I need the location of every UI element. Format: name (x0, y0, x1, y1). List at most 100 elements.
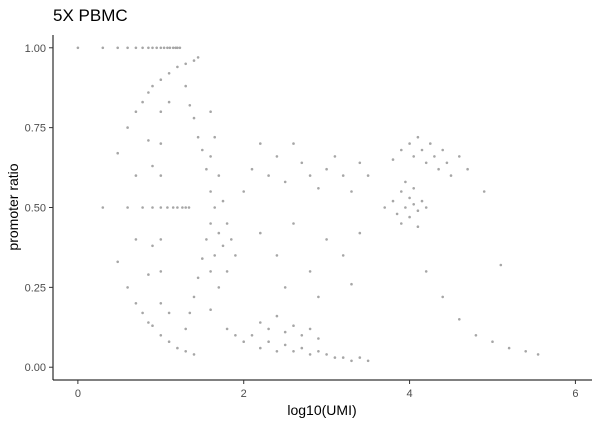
data-point (267, 340, 270, 344)
data-point (230, 238, 233, 241)
data-point (162, 46, 166, 50)
data-point (147, 273, 150, 276)
data-point (188, 104, 192, 107)
data-point (134, 302, 138, 305)
x-tick-label: 4 (407, 388, 413, 400)
data-point (408, 142, 411, 145)
data-point (181, 206, 184, 209)
data-points (76, 46, 540, 363)
data-point (259, 321, 262, 324)
data-point (395, 212, 399, 216)
data-point (366, 359, 370, 363)
data-point (416, 225, 420, 228)
data-point (292, 142, 295, 145)
data-point (308, 174, 312, 177)
data-point (308, 327, 312, 331)
data-point (176, 65, 179, 69)
chart-title: 5X PBMC (53, 6, 128, 25)
data-point (536, 353, 540, 356)
data-point (400, 190, 403, 193)
data-point (292, 324, 295, 328)
data-point (184, 206, 187, 209)
x-tick-label: 2 (241, 388, 247, 400)
data-point (205, 167, 208, 171)
data-point (209, 222, 212, 225)
x-axis-ticks: 0 2 4 6 (75, 380, 578, 400)
data-point (259, 231, 262, 235)
x-tick-label: 0 (75, 388, 81, 400)
data-point (134, 110, 138, 113)
data-point (441, 148, 445, 152)
data-point (474, 334, 478, 337)
y-tick-label: 0.75 (25, 123, 46, 135)
data-point (166, 46, 169, 50)
data-point (141, 311, 144, 315)
data-point (167, 72, 171, 75)
data-point (187, 206, 191, 209)
data-point (166, 206, 169, 209)
data-point (317, 337, 320, 340)
data-point (159, 174, 163, 177)
data-point (366, 174, 370, 177)
data-point (341, 356, 345, 359)
data-point (259, 346, 262, 350)
data-point (350, 190, 353, 193)
data-point (400, 148, 403, 152)
data-point (482, 190, 486, 193)
data-point (126, 46, 129, 50)
data-point (275, 254, 279, 257)
data-point (225, 327, 229, 331)
data-point (192, 295, 196, 299)
data-point (101, 206, 105, 209)
data-point (404, 206, 407, 209)
y-tick-label: 0.25 (25, 282, 46, 294)
data-point (317, 295, 320, 299)
data-point (134, 238, 138, 241)
data-point (209, 190, 212, 193)
data-point (141, 100, 144, 104)
data-point (213, 206, 216, 209)
data-point (159, 206, 163, 209)
data-point (201, 148, 204, 152)
data-point (192, 116, 196, 120)
data-point (325, 238, 328, 241)
data-point (458, 155, 461, 158)
data-point (445, 161, 449, 165)
data-point (205, 238, 208, 241)
data-point (151, 164, 154, 168)
data-point (126, 126, 129, 129)
data-point (116, 260, 119, 264)
data-point (225, 222, 229, 225)
data-point (151, 324, 154, 328)
data-point (408, 196, 411, 200)
data-point (151, 244, 154, 248)
data-point (192, 59, 196, 62)
data-point (176, 206, 179, 209)
data-point (458, 318, 461, 321)
data-point (433, 155, 436, 158)
data-point (300, 346, 304, 350)
data-point (147, 139, 150, 142)
data-point (176, 46, 179, 50)
data-point (176, 346, 179, 350)
data-point (292, 222, 295, 225)
data-point (209, 155, 212, 158)
data-point (250, 167, 254, 171)
data-point (275, 314, 279, 318)
data-point (424, 270, 428, 273)
data-point (159, 334, 163, 337)
data-point (151, 46, 154, 50)
data-point (449, 174, 453, 177)
data-point (524, 350, 527, 353)
data-point (400, 222, 403, 225)
data-point (242, 190, 245, 193)
data-point (126, 286, 129, 289)
data-point (275, 350, 279, 353)
data-point (159, 238, 163, 241)
data-point (416, 135, 420, 139)
data-point (184, 62, 187, 66)
data-point (424, 206, 428, 209)
data-point (424, 161, 428, 165)
data-point (159, 110, 163, 113)
data-point (116, 151, 119, 155)
